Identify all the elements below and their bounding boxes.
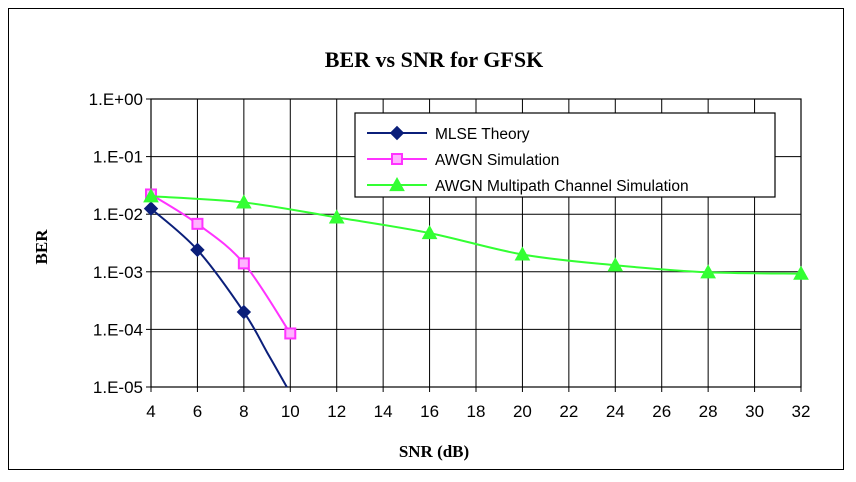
legend-box: [354, 112, 776, 198]
legend-marker: [389, 125, 405, 141]
legend-label: MLSE Theory: [435, 126, 530, 143]
legend-label: AWGN Simulation: [435, 152, 559, 169]
y-tick-label: 1.E-04: [93, 320, 143, 339]
data-point-awgn-simulation: [237, 257, 250, 270]
legend-entry-awgn-multipath-channel-simulation: AWGN Multipath Channel Simulation: [367, 176, 689, 195]
x-tick-label: 12: [327, 402, 346, 421]
data-point-awgn-simulation: [284, 327, 297, 340]
y-tick-label: 1.E-02: [93, 205, 143, 224]
legend: MLSE Theory AWGN Simulation AWGN Multipath…: [354, 112, 776, 198]
data-point-awgn-multipath-channel-simulation: [236, 194, 252, 209]
x-tick-label: 20: [513, 402, 532, 421]
legend-label: AWGN Multipath Channel Simulation: [435, 178, 689, 195]
chart-svg: BER vs SNR for GFSK 4 6 8 10 12 14 16 18 20 22 24 2…: [32, 47, 811, 461]
y-tick-label: 1.E-05: [93, 378, 143, 397]
x-tick-label: 6: [193, 402, 202, 421]
data-point-mlse-theory: [236, 304, 252, 320]
x-tick-label: 26: [652, 402, 671, 421]
x-axis-title: SNR (dB): [399, 442, 469, 461]
y-axis-title: BER: [32, 229, 51, 265]
data-point-awgn-multipath-channel-simulation: [421, 225, 438, 240]
x-tick-label: 28: [699, 402, 718, 421]
x-tick-label: 14: [374, 402, 393, 421]
y-tick-label: 1.E-03: [93, 263, 143, 282]
chart-title: BER vs SNR for GFSK: [325, 47, 543, 72]
series-line-awgn-multipath-channel-simulation: [150, 195, 802, 275]
data-point-awgn-multipath-channel-simulation: [328, 209, 345, 224]
x-tick-label: 18: [467, 402, 486, 421]
ticks-layer: 4 6 8 10 12 14 16 18 20 22 24 26 28 30 32 1.E+00 1.E-01 1…: [89, 90, 811, 421]
x-tick-label: 10: [281, 402, 300, 421]
legend-marker: [391, 153, 403, 165]
legend-entry-mlse-theory: MLSE Theory: [367, 125, 530, 143]
data-point-awgn-multipath-channel-simulation: [143, 188, 159, 203]
data-point-awgn-multipath-channel-simulation: [793, 265, 809, 280]
data-point-mlse-theory: [190, 242, 205, 258]
series-layer: [143, 188, 809, 388]
y-tick-label: 1.E-01: [93, 148, 143, 167]
legend-entry-awgn-simulation: AWGN Simulation: [367, 152, 559, 169]
x-tick-label: 16: [420, 402, 439, 421]
x-tick-label: 24: [606, 402, 625, 421]
data-point-awgn-simulation: [191, 217, 204, 230]
data-point-mlse-theory: [143, 201, 159, 216]
x-tick-label: 8: [239, 402, 248, 421]
data-point-awgn-multipath-channel-simulation: [700, 264, 716, 279]
x-tick-label: 30: [745, 402, 764, 421]
data-point-awgn-multipath-channel-simulation: [514, 246, 531, 261]
series-line-awgn-simulation: [150, 193, 292, 335]
x-tick-label: 32: [792, 402, 811, 421]
x-tick-label: 4: [146, 402, 155, 421]
x-tick-label: 22: [559, 402, 578, 421]
chart-frame: BER vs SNR for GFSK 4 6 8 10 12 14 16 18 20 22 24 2…: [8, 8, 844, 470]
data-point-awgn-multipath-channel-simulation: [607, 257, 624, 272]
y-tick-label: 1.E+00: [89, 90, 143, 109]
legend-marker: [389, 176, 405, 192]
